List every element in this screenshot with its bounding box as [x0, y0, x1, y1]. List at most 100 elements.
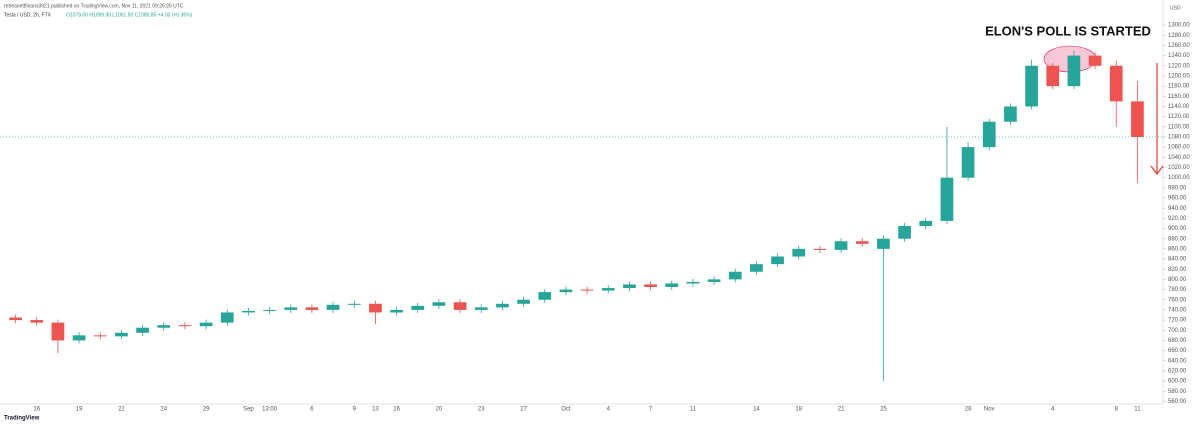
x-tick-label: 24	[160, 407, 167, 413]
candle-body	[1109, 65, 1123, 102]
candle-body	[178, 325, 192, 327]
candle-body	[580, 289, 594, 291]
y-tick-label: 1100.00	[1168, 124, 1190, 130]
candle-body	[9, 317, 22, 321]
candle-body	[432, 302, 446, 306]
candle-body	[369, 303, 382, 313]
y-tick-label: 900.00	[1168, 226, 1187, 232]
ohlc: O1079.00 H1099.90 L1051.50 C1080.85 +4.0…	[66, 12, 193, 18]
y-tick-label: 760.00	[1168, 297, 1187, 303]
candle-body	[263, 309, 276, 311]
y-tick-label: 660.00	[1168, 348, 1187, 354]
y-tick-label: 1040.00	[1168, 155, 1190, 161]
y-tick-label: 1220.00	[1168, 63, 1190, 69]
candle-body	[284, 307, 298, 310]
x-tick-label: 9	[353, 407, 357, 413]
candle-body	[242, 310, 255, 313]
x-tick-label: 4	[1051, 407, 1055, 413]
x-tick-label: 4	[607, 407, 611, 413]
candle-body	[877, 238, 890, 249]
x-tick-label: 16	[393, 407, 400, 413]
x-tick-label: 28	[965, 407, 972, 413]
candle-body	[115, 332, 128, 337]
x-tick-label: 22	[118, 407, 125, 413]
y-tick-label: 960.00	[1168, 196, 1187, 202]
x-tick-label: 25	[880, 407, 887, 413]
candle-body	[750, 264, 763, 272]
candle-body	[665, 283, 679, 288]
footer-brand: TradingView	[4, 416, 40, 422]
candle-body	[813, 248, 827, 250]
candle-body	[1004, 106, 1017, 122]
candle-body	[1046, 65, 1060, 87]
x-tick-label: 6	[310, 407, 314, 413]
candle-body	[136, 327, 149, 333]
y-tick-label: 1240.00	[1168, 53, 1190, 59]
y-tick-label: 840.00	[1168, 257, 1187, 263]
x-tick-label: 23	[478, 407, 485, 413]
y-tick-label: 1060.00	[1168, 145, 1190, 151]
candle-body	[453, 302, 467, 310]
candle-body	[347, 303, 361, 305]
x-tick-label: 7	[649, 407, 653, 413]
candle-body	[157, 325, 171, 328]
candle-body	[474, 307, 488, 310]
x-tick-label: 14	[753, 407, 760, 413]
candle-body	[792, 248, 806, 257]
x-tick-label: Oct	[561, 407, 571, 413]
candle-body	[390, 309, 403, 313]
y-tick-label: 940.00	[1168, 206, 1187, 212]
x-tick-label: 13	[372, 407, 379, 413]
arrow-head	[1150, 165, 1164, 175]
candle-body	[834, 241, 848, 250]
y-tick-label: 1180.00	[1168, 84, 1190, 90]
y-tick-label: 1160.00	[1168, 94, 1190, 100]
y-tick-label: 820.00	[1168, 267, 1187, 273]
candle-body	[93, 335, 107, 337]
candle-body	[411, 305, 425, 310]
symbol: Tesla / USD, 2h, FTX	[4, 12, 52, 18]
candle-body	[1025, 65, 1038, 107]
y-tick-label: 1200.00	[1168, 74, 1190, 80]
candle-body	[30, 320, 44, 323]
x-tick-label: 20	[436, 407, 443, 413]
candle-body	[496, 303, 509, 308]
candle-body	[644, 284, 657, 288]
x-tick-label: 27	[520, 407, 527, 413]
y-tick-label: 740.00	[1168, 307, 1187, 313]
y-tick-label: 1120.00	[1168, 114, 1190, 120]
candle-body	[940, 177, 954, 221]
candle-body	[559, 289, 573, 293]
y-tick-label: 1260.00	[1168, 43, 1190, 49]
x-tick-label: 18	[795, 407, 802, 413]
y-tick-label: 1280.00	[1168, 33, 1190, 39]
y-tick-label: 1300.00	[1168, 23, 1190, 29]
y-tick-label: 600.00	[1168, 379, 1187, 385]
x-tick-label: Nov	[984, 407, 995, 413]
candle-body	[961, 147, 975, 178]
y-tick-label: 720.00	[1168, 318, 1187, 324]
annotation: ELON'S POLL IS STARTED	[985, 23, 1151, 38]
currency: USD	[1170, 5, 1181, 11]
candle-body	[919, 220, 933, 226]
candle-body	[72, 335, 86, 341]
x-tick-label: 19	[76, 407, 83, 413]
candle-body	[220, 312, 234, 323]
candle-body	[601, 288, 615, 291]
y-tick-label: 700.00	[1168, 328, 1187, 334]
publisher: rebeanettfinans3921 published on Trading…	[4, 3, 184, 9]
x-tick-label: 11	[690, 407, 697, 413]
candle-body	[728, 271, 742, 280]
candle-body	[707, 279, 721, 282]
x-tick-label: Sep	[243, 407, 254, 413]
y-tick-label: 640.00	[1168, 358, 1187, 364]
candle-body	[326, 304, 340, 310]
candle-body	[623, 284, 636, 289]
y-tick-label: 1080.00	[1168, 135, 1190, 141]
x-tick-label: 21	[838, 407, 845, 413]
candle-body	[305, 307, 319, 310]
x-tick-label: 16	[33, 407, 40, 413]
candle-body	[199, 322, 213, 327]
